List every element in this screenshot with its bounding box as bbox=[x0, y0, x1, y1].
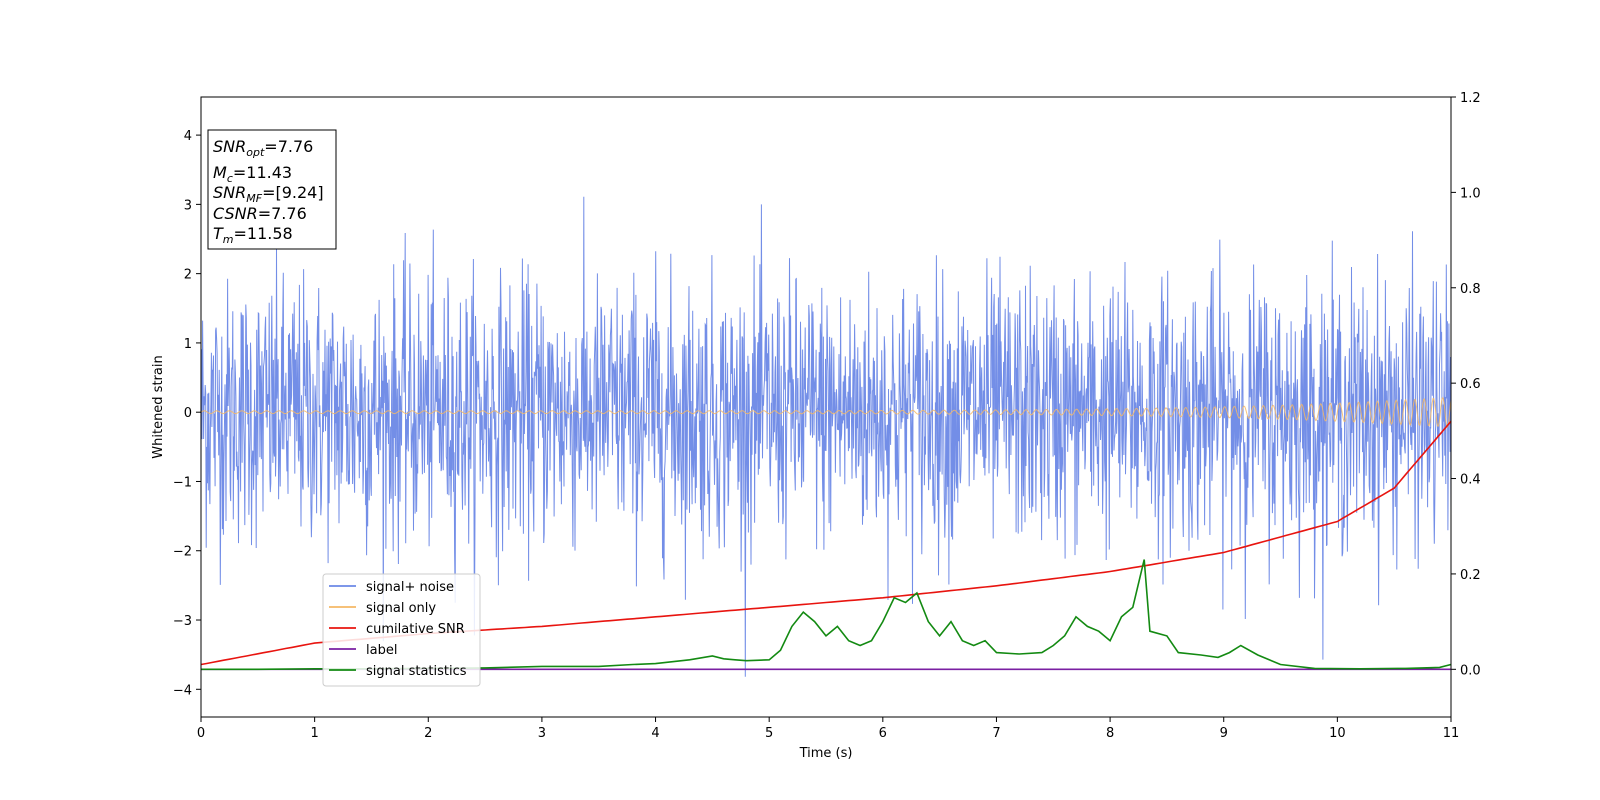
x-tick-label: 11 bbox=[1443, 726, 1460, 741]
info-line: SNRopt=7.76 bbox=[213, 137, 313, 159]
y-left-axis-ticks: −4 −3 −2 −1 0 1 2 3 4 bbox=[173, 129, 201, 698]
y-left-tick-label: 4 bbox=[184, 129, 192, 144]
x-tick-label: 7 bbox=[992, 726, 1000, 741]
y-axis-label: Whitened strain bbox=[151, 355, 166, 458]
x-tick-label: 2 bbox=[424, 726, 432, 741]
legend-label: cumilative SNR bbox=[366, 622, 465, 637]
y-right-tick-label: 1.0 bbox=[1460, 186, 1481, 201]
signal-only-line bbox=[200, 397, 1452, 429]
y-left-tick-label: −4 bbox=[173, 683, 192, 698]
y-right-tick-label: 1.2 bbox=[1460, 91, 1481, 106]
signal-noise-series bbox=[200, 196, 1452, 677]
x-tick-label: 8 bbox=[1106, 726, 1114, 741]
y-left-tick-label: 3 bbox=[184, 198, 192, 213]
legend-label: signal only bbox=[366, 601, 436, 616]
signal-statistics-line bbox=[201, 559, 1452, 671]
x-tick-label: 6 bbox=[879, 726, 887, 741]
y-left-tick-label: −1 bbox=[173, 475, 192, 490]
y-right-tick-label: 0.0 bbox=[1460, 663, 1481, 678]
info-line: CSNR=7.76 bbox=[213, 204, 307, 223]
x-tick-label: 3 bbox=[538, 726, 546, 741]
y-left-tick-label: 1 bbox=[184, 337, 192, 352]
y-left-tick-label: 2 bbox=[184, 268, 192, 283]
x-tick-label: 10 bbox=[1329, 726, 1346, 741]
x-tick-label: 9 bbox=[1220, 726, 1228, 741]
signal-only-series bbox=[200, 397, 1452, 429]
y-right-tick-label: 0.8 bbox=[1460, 282, 1481, 297]
y-right-tick-label: 0.4 bbox=[1460, 473, 1481, 488]
y-left-tick-label: −2 bbox=[173, 545, 192, 560]
x-tick-label: 1 bbox=[310, 726, 318, 741]
x-tick-label: 5 bbox=[765, 726, 773, 741]
info-box: SNRopt=7.76 Mc=11.43SNRMF=[9.24]CSNR=7.76… bbox=[207, 129, 337, 250]
x-axis-ticks: 0 1 2 3 4 5 6 7 8 9 10 11 bbox=[197, 717, 1459, 741]
signal-noise-line bbox=[200, 196, 1452, 677]
legend-label: signal statistics bbox=[366, 664, 467, 679]
x-axis-label: Time (s) bbox=[799, 746, 853, 761]
info-line: Mc=11.43 bbox=[213, 163, 292, 185]
y-right-tick-label: 0.2 bbox=[1460, 568, 1481, 583]
info-line: SNRMF=[9.24] bbox=[213, 183, 324, 205]
info-line: Tm=11.58 bbox=[213, 224, 293, 246]
x-tick-label: 0 bbox=[197, 726, 205, 741]
legend: signal+ noise signal only cumilative SNR la… bbox=[322, 573, 481, 687]
legend-label: label bbox=[366, 643, 397, 658]
legend-label: signal+ noise bbox=[366, 580, 454, 595]
plot-frame bbox=[200, 96, 1452, 718]
y-right-axis-ticks: 0.0 0.2 0.4 0.6 0.8 1.0 1.2 bbox=[1451, 91, 1481, 678]
y-left-tick-label: 0 bbox=[184, 406, 192, 421]
x-tick-label: 4 bbox=[651, 726, 659, 741]
y-left-tick-label: −3 bbox=[173, 614, 192, 629]
y-right-tick-label: 0.6 bbox=[1460, 377, 1481, 392]
